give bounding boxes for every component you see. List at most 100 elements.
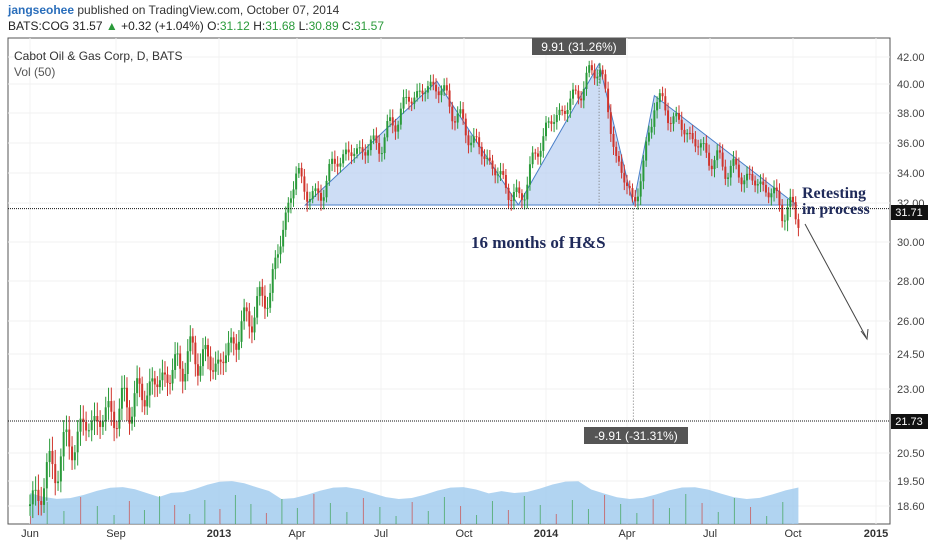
candle-body [336, 163, 339, 167]
candle-body [669, 123, 672, 125]
candle-body [520, 193, 523, 200]
volume-bar [63, 511, 65, 524]
candle-body [292, 189, 295, 199]
price-tick-label: 34.00 [897, 168, 925, 180]
candle-body [745, 173, 748, 181]
candle-body [136, 378, 139, 394]
candle-body [344, 149, 347, 155]
candle-body [688, 132, 691, 134]
candle-body [628, 185, 631, 189]
candle-body [131, 416, 134, 424]
candle-body [729, 165, 732, 178]
candle-body [697, 146, 700, 148]
candle-body [378, 142, 381, 154]
candle-body [101, 421, 104, 427]
candle-body [73, 452, 76, 461]
candle-body [569, 98, 572, 110]
candle-body [358, 147, 361, 149]
candle-body [456, 113, 459, 123]
price-axis[interactable]: 42.0040.0038.0036.0034.0032.0030.0028.00… [897, 52, 925, 513]
candle-body [189, 336, 192, 352]
volume-bar [701, 503, 703, 524]
candle-body [402, 97, 405, 109]
candle-body [523, 199, 526, 201]
quote-line: BATS:COG 31.57 ▲ +0.32 (+1.04%) O:31.12 … [8, 18, 384, 34]
candle-body [146, 395, 149, 407]
candle-body [762, 181, 765, 185]
candle-body [634, 197, 637, 202]
author-link[interactable]: jangseohee [8, 3, 75, 17]
candle-body [263, 295, 266, 309]
candle-body [721, 152, 724, 167]
candle-body [553, 122, 556, 124]
candle-body [718, 150, 721, 153]
candle-body [407, 96, 410, 102]
candle-body [282, 229, 285, 247]
time-tick-label: 2014 [534, 528, 559, 540]
volume-bar [733, 498, 735, 524]
time-axis[interactable]: Jun Sep 2013 Apr Jul Oct 2014 Apr Jul Oct 2015 [21, 528, 888, 540]
candle-body [677, 113, 680, 120]
candle-body [191, 336, 194, 343]
candle-body [642, 160, 645, 182]
volume-bar [395, 516, 397, 524]
volume-bar [427, 511, 429, 524]
candle-body [483, 156, 486, 159]
volume-bar [539, 505, 541, 524]
candle-body [279, 246, 282, 255]
candle-body [394, 125, 397, 132]
volume-bar [491, 501, 493, 524]
candle-body [303, 176, 306, 192]
candle-body [209, 356, 212, 371]
candle-body [596, 76, 599, 79]
price-tick-label: 24.50 [897, 349, 925, 361]
volume-bar [717, 512, 719, 524]
volume-bar [189, 514, 191, 524]
volume-bar [329, 503, 331, 524]
publish-info: published on TradingView.com, October 07… [77, 3, 340, 17]
candle-body [266, 307, 269, 309]
candle-body [754, 180, 757, 186]
close-key: C: [341, 19, 354, 33]
candle-body [68, 429, 71, 447]
candle-body [245, 307, 248, 312]
candle-body [369, 139, 372, 151]
candle-body [510, 200, 513, 202]
candle-body [740, 177, 743, 185]
volume-bar [296, 508, 298, 524]
volume-bar [587, 509, 589, 524]
candle-body [542, 136, 545, 151]
candle-body [306, 191, 309, 202]
candle-body [507, 187, 510, 201]
price-tick-label: 20.50 [897, 448, 925, 460]
candle-body [289, 198, 292, 203]
volume-bar [620, 504, 622, 524]
volume-bar [685, 494, 687, 524]
neckline-price-label: 31.71 [895, 207, 923, 219]
candle-body [488, 157, 491, 161]
candle-body [380, 153, 383, 155]
candle-body [258, 286, 261, 297]
candle-body [194, 342, 197, 365]
candle-body [424, 92, 427, 94]
candle-body [240, 321, 243, 342]
candle-body [284, 212, 287, 230]
candle-body [87, 430, 90, 432]
candle-body [386, 120, 389, 138]
volume-bar [766, 516, 768, 524]
candle-body [311, 191, 314, 200]
volume-bar [80, 497, 82, 524]
candle-body [181, 368, 184, 382]
candle-body [686, 132, 689, 135]
candle-body [325, 180, 328, 198]
candle-body [204, 344, 207, 350]
candle-body [320, 192, 322, 201]
candle-body [207, 344, 210, 357]
candle-body [792, 196, 794, 203]
candle-body [171, 369, 174, 384]
candle-body [724, 166, 727, 179]
candle-body [118, 408, 121, 429]
candle-body [383, 137, 386, 154]
candle-body [672, 116, 675, 124]
